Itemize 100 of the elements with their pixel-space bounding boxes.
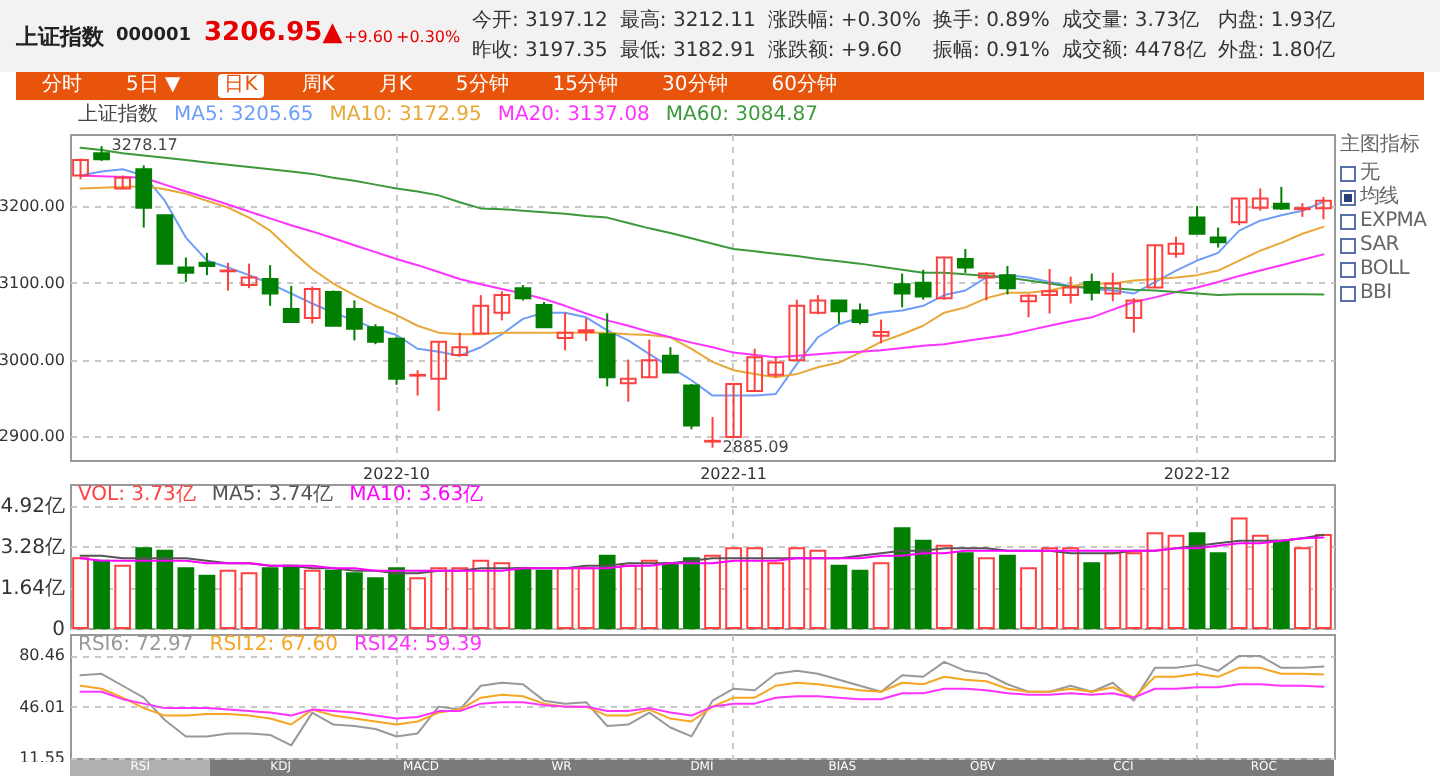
bar: [177, 567, 195, 629]
text: 上证指数: [16, 22, 104, 52]
bar: [1125, 552, 1143, 629]
annotation: 3278.17: [111, 136, 178, 155]
candlestick: [1146, 244, 1164, 289]
bar: [556, 567, 574, 629]
text: SAR: [1360, 234, 1399, 258]
text: 均线: [1360, 186, 1399, 210]
candlestick: [472, 294, 490, 335]
y-tick-label: 1.64亿: [0, 578, 65, 601]
bar: [619, 564, 637, 629]
candlestick: [851, 302, 869, 326]
text: MA60: 3084.87: [665, 104, 819, 126]
bar: [978, 557, 995, 629]
candlestick: [1188, 205, 1206, 235]
candlestick: [1230, 197, 1248, 227]
candlestick: [72, 157, 89, 181]
candlestick: [619, 358, 637, 403]
line-series: [79, 666, 1325, 726]
candlestick: [1315, 195, 1332, 221]
candlestick: [746, 347, 764, 392]
text: 60分钟: [769, 74, 839, 98]
candlestick: [198, 251, 216, 277]
candlestick: [430, 340, 448, 412]
candlestick: [788, 298, 806, 362]
bar: [388, 567, 405, 629]
x-tick-label: 2022-10: [363, 465, 430, 483]
text: 今开: 3197.12: [472, 8, 608, 36]
candlestick: [451, 331, 469, 358]
bar: [1146, 532, 1164, 629]
text: 涨跌幅: +0.30%: [767, 7, 922, 36]
text: BOLL: [1360, 258, 1409, 282]
bar: [367, 577, 384, 629]
candlestick: [324, 289, 342, 327]
candlestick: [1083, 272, 1101, 302]
candlestick: [367, 323, 384, 346]
bar: [851, 569, 869, 629]
text: 周K: [299, 74, 337, 98]
candlestick: [577, 317, 595, 343]
line-series: [79, 683, 1325, 720]
legend-title: 上证指数: [78, 104, 158, 126]
bar: [1104, 552, 1122, 629]
text: 振幅: 0.91%: [933, 38, 1050, 66]
candlestick: [935, 256, 953, 301]
candlestick: [346, 299, 363, 342]
bar: [1209, 552, 1227, 629]
y-tick-label: 46.01: [19, 697, 65, 716]
candlestick: [1272, 185, 1290, 211]
bar: [1294, 547, 1311, 629]
text: 外盘: 1.80亿: [1217, 38, 1336, 66]
bar: [893, 527, 911, 629]
bar: [198, 574, 216, 629]
bar: [956, 552, 974, 629]
candlestick: [177, 256, 195, 284]
candlestick: [598, 312, 616, 388]
text: 000001: [116, 26, 192, 46]
text: 主图指标: [1340, 132, 1422, 158]
y-tick-label: 3.28亿: [0, 537, 65, 560]
candlestick: [303, 285, 321, 325]
text: 内盘: 1.93亿: [1217, 7, 1336, 36]
candlestick: [956, 248, 974, 274]
bar: [282, 564, 300, 629]
bar: [535, 569, 553, 629]
x-tick-label: 2022-12: [1163, 465, 1231, 483]
text: BBI: [1360, 282, 1392, 306]
bar: [303, 569, 321, 629]
bar: [514, 567, 532, 629]
text: 成交量: 3.73亿: [1061, 7, 1202, 36]
candlestick: [914, 268, 932, 301]
bar: [240, 572, 258, 629]
text: EXPMA: [1360, 210, 1427, 234]
bar: [1188, 532, 1206, 629]
bar: [114, 564, 132, 629]
bar: [430, 567, 448, 629]
candlestick: [135, 164, 153, 229]
candlestick: [662, 346, 679, 374]
bar: [1230, 517, 1248, 629]
bar: [577, 567, 595, 629]
bar: [1041, 547, 1058, 629]
text: 最低: 3182.91: [619, 38, 756, 66]
candlestick: [830, 299, 848, 325]
text: +0.30%: [396, 28, 461, 46]
candlestick: [999, 264, 1016, 296]
bar: [93, 559, 110, 629]
bar: [704, 554, 721, 629]
text: 昨收: 3197.35: [472, 38, 608, 66]
bar: [409, 577, 426, 629]
annotation: 2885.09: [722, 437, 789, 456]
text: +9.60: [344, 28, 394, 46]
y-tick-label: 2900.00: [0, 427, 65, 446]
text: 涨跌额: +9.60: [767, 37, 905, 66]
line-series: [79, 654, 1325, 747]
bar: [809, 549, 827, 629]
text: RSI12: 67.60: [209, 634, 338, 656]
bar: [1083, 562, 1101, 629]
bar: [261, 567, 279, 629]
y-tick-label: 3200.00: [0, 197, 65, 216]
candlestick: [872, 318, 890, 345]
candlestick: [767, 355, 785, 379]
candlestick: [556, 311, 574, 352]
